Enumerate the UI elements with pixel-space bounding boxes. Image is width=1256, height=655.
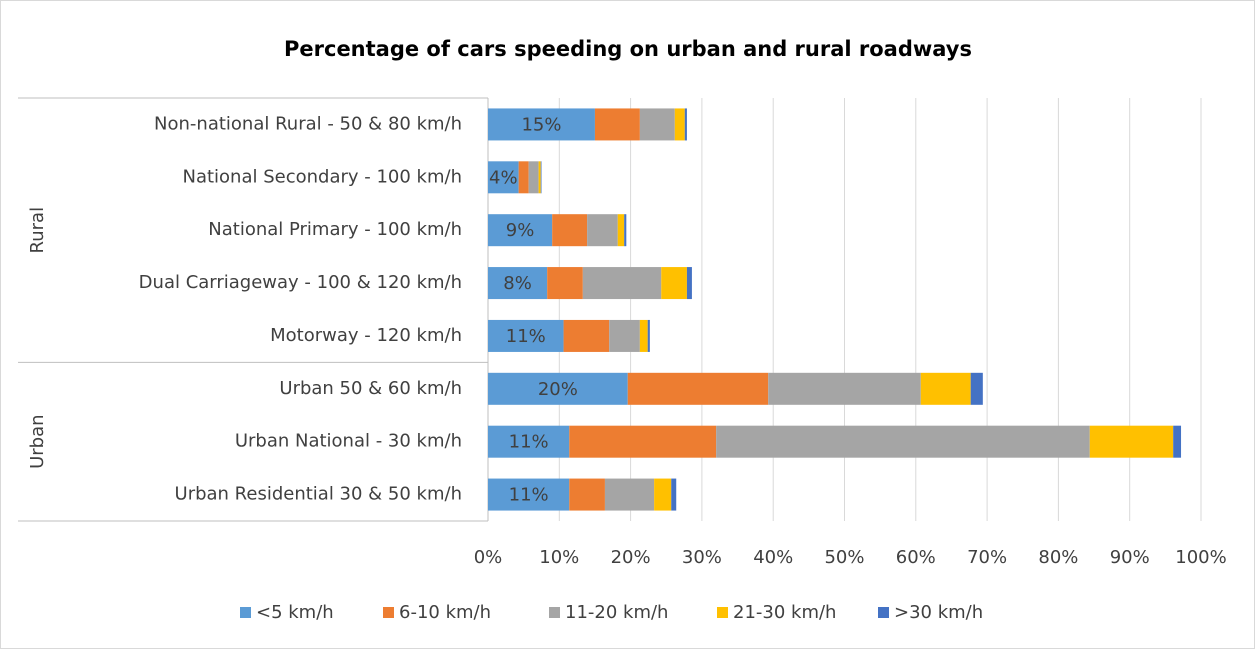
bar-segment bbox=[569, 478, 605, 511]
bar-segment bbox=[627, 372, 769, 405]
legend-label: 21-30 km/h bbox=[733, 602, 836, 623]
y-tick-label: Dual Carriageway - 100 & 120 km/h bbox=[139, 272, 462, 293]
bar-segment bbox=[547, 267, 583, 300]
legend-swatch bbox=[549, 607, 560, 618]
bar-segment bbox=[1089, 425, 1174, 458]
bar-segment bbox=[488, 319, 564, 352]
y-tick-label: National Primary - 100 km/h bbox=[208, 219, 462, 240]
bar-segment bbox=[624, 214, 627, 247]
y-tick-label: Urban National - 30 km/h bbox=[235, 431, 462, 452]
bar-segment bbox=[647, 319, 650, 352]
bar-segment bbox=[540, 161, 542, 194]
legend-swatch bbox=[878, 607, 889, 618]
bar-segment bbox=[716, 425, 1090, 458]
bar-segment bbox=[488, 372, 628, 405]
data-label: 20% bbox=[538, 379, 578, 400]
x-tick-label: 10% bbox=[539, 547, 579, 568]
bar-segment bbox=[686, 267, 692, 300]
x-tick-label: 0% bbox=[474, 547, 503, 568]
bar-segment bbox=[604, 478, 655, 511]
bar-segment bbox=[654, 478, 672, 511]
bar-segment bbox=[639, 108, 675, 141]
x-tick-label: 20% bbox=[611, 547, 651, 568]
data-label: 11% bbox=[509, 432, 549, 453]
bar-segment bbox=[639, 319, 648, 352]
bar-segment bbox=[684, 108, 687, 141]
legend-label: <5 km/h bbox=[256, 602, 334, 623]
bar-segment bbox=[488, 214, 553, 247]
bar-segment bbox=[569, 425, 717, 458]
legend-swatch bbox=[383, 607, 394, 618]
x-tick-label: 30% bbox=[682, 547, 722, 568]
legend-swatch bbox=[717, 607, 728, 618]
bar-segment bbox=[488, 108, 595, 141]
bar-segment bbox=[617, 214, 625, 247]
y-tick-label: Motorway - 120 km/h bbox=[270, 325, 462, 346]
data-label: 11% bbox=[506, 326, 546, 347]
x-tick-label: 40% bbox=[753, 547, 793, 568]
bar-segment bbox=[970, 372, 983, 405]
bar-segment bbox=[587, 214, 618, 247]
bar-segment bbox=[594, 108, 640, 141]
data-label: 11% bbox=[509, 485, 549, 506]
y-tick-label: Non-national Rural - 50 & 80 km/h bbox=[154, 113, 462, 134]
bar-segment bbox=[538, 161, 541, 194]
chart-title: Percentage of cars speeding on urban and… bbox=[284, 37, 972, 61]
data-label: 8% bbox=[503, 273, 532, 294]
bar-segment bbox=[920, 372, 971, 405]
bar-segment bbox=[552, 214, 588, 247]
x-tick-label: 70% bbox=[967, 547, 1007, 568]
x-tick-label: 60% bbox=[896, 547, 936, 568]
data-label: 4% bbox=[489, 167, 518, 188]
bar-segment bbox=[528, 161, 539, 194]
x-tick-label: 80% bbox=[1038, 547, 1078, 568]
bar-segment bbox=[768, 372, 921, 405]
y-tick-label: Urban Residential 30 & 50 km/h bbox=[175, 484, 462, 505]
bar-segment bbox=[609, 319, 640, 352]
bar-segment bbox=[488, 267, 548, 300]
x-tick-label: 100% bbox=[1175, 547, 1226, 568]
bar-segment bbox=[671, 478, 677, 511]
legend-label: >30 km/h bbox=[894, 602, 983, 623]
bar-segment bbox=[661, 267, 687, 300]
y-tick-label: National Secondary - 100 km/h bbox=[182, 166, 462, 187]
data-label: 9% bbox=[506, 220, 535, 241]
data-label: 15% bbox=[521, 114, 561, 135]
legend-swatch bbox=[240, 607, 251, 618]
legend-label: 6-10 km/h bbox=[399, 602, 491, 623]
bar-segment bbox=[488, 161, 519, 194]
x-tick-label: 50% bbox=[824, 547, 864, 568]
legend-label: 11-20 km/h bbox=[565, 602, 668, 623]
bar-segment bbox=[582, 267, 662, 300]
group-label: Rural bbox=[27, 207, 48, 254]
group-label: Urban bbox=[27, 414, 48, 468]
y-tick-label: Urban 50 & 60 km/h bbox=[279, 378, 462, 399]
bar-segment bbox=[1173, 425, 1182, 458]
bar-segment bbox=[563, 319, 610, 352]
bar-segment bbox=[488, 425, 570, 458]
bar-segment bbox=[518, 161, 529, 194]
bar-segment bbox=[674, 108, 685, 141]
x-tick-label: 90% bbox=[1110, 547, 1150, 568]
bar-segment bbox=[488, 478, 570, 511]
